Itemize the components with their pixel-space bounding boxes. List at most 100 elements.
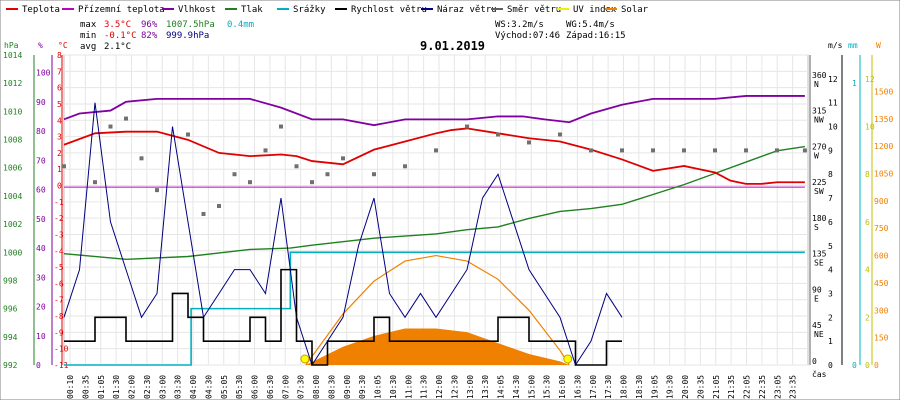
- x-tick-label: 16:30: [573, 375, 582, 399]
- temperature-tick: -2: [54, 214, 64, 223]
- stat-max-temp: 3.5°C: [104, 20, 131, 30]
- winddir-tick: 90: [812, 285, 822, 294]
- x-tick-label: 18:00: [620, 375, 629, 399]
- legend-label: Teplota: [22, 5, 60, 15]
- winddir-tick: 0: [812, 357, 817, 366]
- stat-ws: WS:3.2m/s: [495, 20, 544, 30]
- winddir-tick-name: S: [814, 223, 819, 232]
- uv-tick: 12: [865, 75, 875, 84]
- solar-tick: 900: [874, 197, 889, 206]
- solar-tick: 1350: [874, 115, 893, 124]
- x-tick-label: 12:30: [450, 375, 459, 399]
- pressure-tick: 996: [3, 305, 18, 314]
- x-tick-label: 09:30: [358, 375, 367, 399]
- wind-direction-point: [232, 172, 237, 177]
- wind-direction-point: [325, 172, 330, 177]
- winddir-tick-name: NE: [814, 330, 824, 339]
- wind-gust-line: [63, 102, 623, 367]
- wind-direction-point: [248, 180, 252, 185]
- legend: Teplota Přízemní teplota Vlhkost Tlak Srážky…: [6, 5, 649, 15]
- x-tick-label: 05:05: [220, 375, 229, 399]
- temperature-tick: -9: [54, 328, 64, 337]
- stat-min-label: min: [80, 31, 96, 41]
- wind-direction-point: [620, 148, 624, 153]
- solar-tick: 150: [874, 334, 889, 343]
- stat-avg-temp: 2.1°C: [104, 42, 131, 52]
- uv-tick: 4: [865, 266, 870, 275]
- temperature-tick: 0: [57, 182, 62, 191]
- x-tick-label: 15:00: [527, 375, 536, 399]
- humidity-tick: 90: [36, 98, 46, 107]
- stat-min-press: 999.9hPa: [166, 31, 209, 41]
- x-tick-label: 13:30: [481, 375, 490, 399]
- wind-direction-point: [201, 211, 206, 216]
- wind-direction-point: [310, 180, 314, 185]
- windspeed-tick: 2: [828, 313, 833, 322]
- x-tick-label: 14:30: [512, 375, 521, 399]
- wind-direction-point: [744, 148, 748, 153]
- wind-direction-point: [558, 132, 562, 137]
- legend-label: Směr větru: [507, 5, 561, 15]
- winddir-tick-name: NW: [814, 116, 824, 125]
- humidity-tick: 10: [36, 332, 46, 341]
- humidity-tick: 20: [36, 303, 46, 312]
- x-tick-label: 03:30: [174, 375, 183, 399]
- windspeed-tick: 12: [828, 75, 838, 84]
- legend-label: Rychlost větru: [351, 5, 427, 15]
- humidity-tick: 100: [36, 69, 51, 78]
- windspeed-tick: 6: [828, 218, 833, 227]
- x-tick-label: 07:30: [297, 375, 306, 399]
- precip-tick: 0: [852, 361, 857, 370]
- precip-tick: 1: [852, 79, 857, 88]
- unit-wind: m/s: [828, 41, 843, 50]
- legend-label: Přízemní teplota: [78, 5, 165, 15]
- humidity-tick: 60: [36, 186, 46, 195]
- temperature-tick: -6: [54, 279, 64, 288]
- x-tick-label: 06:30: [266, 375, 275, 399]
- humidity-tick: 0: [36, 361, 41, 370]
- stats-block: max 3.5°C 96% 1007.5hPa 0.4mm min -0.1°C…: [80, 20, 626, 52]
- x-tick-label: 03:00: [158, 375, 167, 399]
- temperature-tick: -10: [54, 345, 69, 354]
- solar-area: [305, 328, 570, 365]
- x-tick-label: 00:35: [81, 375, 90, 399]
- x-tick-label: 17:30: [604, 375, 613, 399]
- x-tick-label: 08:00: [312, 375, 321, 399]
- x-tick-label: 21:35: [727, 375, 736, 399]
- temperature-tick: 8: [57, 51, 62, 60]
- x-tick-label: 01:30: [112, 375, 121, 399]
- windspeed-tick: 4: [828, 266, 833, 275]
- humidity-tick: 50: [36, 215, 46, 224]
- x-tick-label: 01:05: [97, 375, 106, 399]
- uv-tick: 8: [865, 170, 870, 179]
- uv-tick: 2: [865, 313, 870, 322]
- windspeed-tick: 11: [828, 99, 838, 108]
- temperature-tick: -7: [54, 296, 64, 305]
- winddir-tick-name: E: [814, 294, 819, 303]
- sunrise-marker: [300, 354, 310, 364]
- x-tick-label: 00:10: [66, 375, 75, 399]
- uv-tick: 6: [865, 218, 870, 227]
- winddir-tick: 360: [812, 71, 827, 80]
- winddir-tick-name: N: [814, 80, 819, 89]
- wind-direction-point: [124, 116, 128, 121]
- stat-precip: 0.4mm: [227, 20, 254, 30]
- winddir-tick-name: SW: [814, 187, 824, 196]
- windspeed-tick: 9: [828, 146, 833, 155]
- legend-label: Tlak: [241, 5, 263, 15]
- stat-min-hum: 82%: [141, 31, 158, 41]
- x-tick-label: 09:00: [343, 375, 352, 399]
- wind-direction-point: [263, 148, 268, 153]
- x-tick-label: 06:00: [251, 375, 260, 399]
- stat-min-temp: -0.1°C: [104, 31, 137, 41]
- solar-tick: 1500: [874, 87, 893, 96]
- wind-direction-point: [434, 148, 438, 153]
- windspeed-tick: 5: [828, 242, 833, 251]
- x-tick-label: 02:30: [143, 375, 152, 399]
- x-tick-label: 05:30: [235, 375, 244, 399]
- wind-direction-point: [802, 148, 807, 153]
- humidity-tick: 80: [36, 127, 46, 136]
- solar-tick: 1200: [874, 142, 893, 151]
- wind-direction-point: [682, 148, 686, 153]
